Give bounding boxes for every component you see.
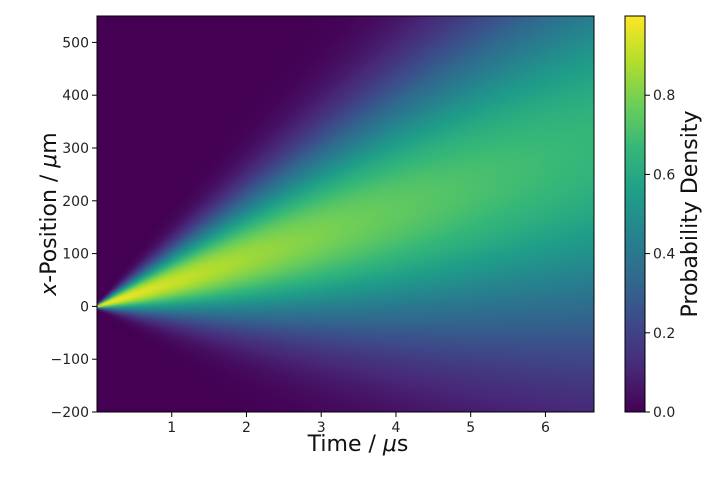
x-axis-title-suffix: s	[397, 432, 408, 457]
y-axis-title-x: x	[37, 282, 62, 297]
y-axis-title-mu: μ	[37, 154, 62, 169]
y-tick-label: 400	[62, 88, 89, 104]
heatmap-image	[97, 16, 594, 412]
x-tick-label: 3	[317, 420, 326, 436]
y-tick-label: 500	[62, 35, 89, 51]
x-tick-label: 6	[541, 420, 550, 436]
x-tick-label: 1	[167, 420, 176, 436]
colorbar-tick-label: 0.4	[653, 247, 675, 263]
y-tick-label: −100	[51, 352, 89, 368]
x-axis-title-prefix: Time /	[307, 432, 383, 457]
y-tick-label: 200	[62, 194, 89, 210]
colorbar-ticks: 0.0 0.2 0.4 0.6 0.8	[645, 88, 675, 421]
x-tick-label: 5	[466, 420, 475, 436]
y-tick-label: 300	[62, 141, 89, 157]
y-tick-label: 100	[62, 247, 89, 263]
y-tick-label: −200	[51, 405, 89, 421]
y-axis-ticks: −200 −100 0 100 200 300 400 500	[51, 35, 97, 421]
y-axis-title: x-Position / μm	[37, 132, 62, 296]
x-axis-title: Time / μs	[307, 432, 409, 457]
x-axis-ticks: 1 2 3 4 5 6	[167, 412, 550, 436]
colorbar	[624, 15, 646, 413]
colorbar-tick-label: 0.6	[653, 167, 675, 183]
colorbar-tick-label: 0.2	[653, 326, 675, 342]
colorbar-tick-label: 0.0	[653, 405, 675, 421]
y-axis-title-suffix: m	[37, 132, 62, 153]
y-tick-label: 0	[80, 299, 89, 315]
plot-frame	[96, 15, 595, 413]
x-axis-title-mu: μ	[382, 432, 397, 457]
x-tick-label: 2	[242, 420, 251, 436]
x-tick-label: 4	[391, 420, 400, 436]
colorbar-tick-label: 0.8	[653, 88, 675, 104]
y-axis-title-middle: -Position /	[37, 168, 62, 283]
colorbar-label: Probability Density	[678, 111, 703, 318]
